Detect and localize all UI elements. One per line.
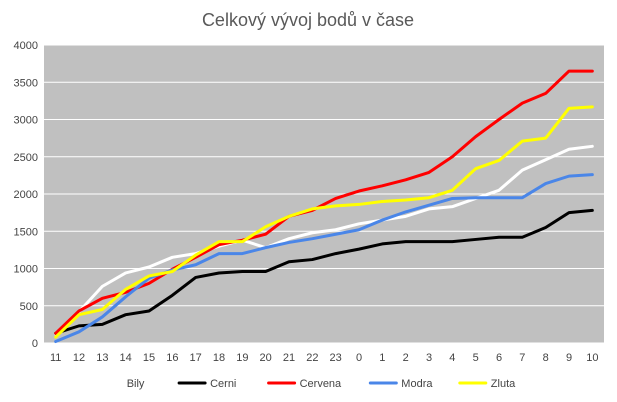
x-tick-label: 14: [120, 352, 132, 364]
chart-title: Celkový vývoj bodů v čase: [202, 10, 414, 30]
y-tick-label: 500: [20, 301, 38, 313]
x-axis-ticks: 11 12 13 14 15 16 17 18 19 20 21 22 23 0 1 2 3 4 5 6 7 8 9 10: [50, 352, 599, 364]
legend-label-cerni: Cerni: [210, 378, 236, 390]
x-tick-label: 6: [496, 352, 502, 364]
legend-label-bily: Bily: [127, 378, 145, 390]
y-tick-label: 4000: [14, 40, 38, 52]
legend: Bily Cerni Cervena Modra Zluta: [94, 378, 516, 390]
x-tick-label: 7: [519, 352, 525, 364]
legend-label-zluta: Zluta: [491, 378, 516, 390]
y-tick-label: 1000: [14, 264, 38, 276]
x-tick-label: 21: [283, 352, 295, 364]
x-tick-label: 0: [356, 352, 362, 364]
x-tick-label: 16: [166, 352, 178, 364]
x-tick-label: 23: [330, 352, 342, 364]
y-tick-label: 3500: [14, 77, 38, 89]
y-axis-ticks: 0 500 1000 1500 2000 2500 3000 3500 4000: [14, 40, 38, 350]
x-tick-label: 19: [236, 352, 248, 364]
x-tick-label: 18: [213, 352, 225, 364]
x-tick-label: 22: [306, 352, 318, 364]
x-tick-label: 11: [50, 352, 61, 364]
x-tick-label: 17: [190, 352, 202, 364]
y-tick-label: 1500: [14, 226, 38, 238]
x-tick-label: 20: [260, 352, 272, 364]
x-tick-label: 4: [449, 352, 455, 364]
x-tick-label: 13: [96, 352, 108, 364]
x-tick-label: 15: [143, 352, 155, 364]
series-line-bily: [54, 144, 594, 336]
y-tick-label: 0: [32, 338, 38, 350]
x-tick-label: 2: [403, 352, 409, 364]
series-line-zluta: [54, 105, 594, 339]
series-lines: [54, 69, 594, 344]
x-tick-label: 10: [586, 352, 598, 364]
y-tick-label: 3000: [14, 115, 38, 127]
series-line-modra: [54, 173, 594, 344]
legend-label-cervena: Cervena: [300, 378, 342, 390]
legend-label-modra: Modra: [401, 378, 433, 390]
x-tick-label: 5: [473, 352, 479, 364]
series-line-cerni: [54, 208, 594, 335]
y-tick-label: 2500: [14, 152, 38, 164]
x-tick-label: 8: [543, 352, 549, 364]
x-tick-label: 1: [379, 352, 385, 364]
y-tick-label: 2000: [14, 189, 38, 201]
x-tick-label: 3: [426, 352, 432, 364]
series-line-cervena: [54, 69, 594, 335]
x-tick-label: 9: [566, 352, 572, 364]
x-tick-label: 12: [73, 352, 85, 364]
